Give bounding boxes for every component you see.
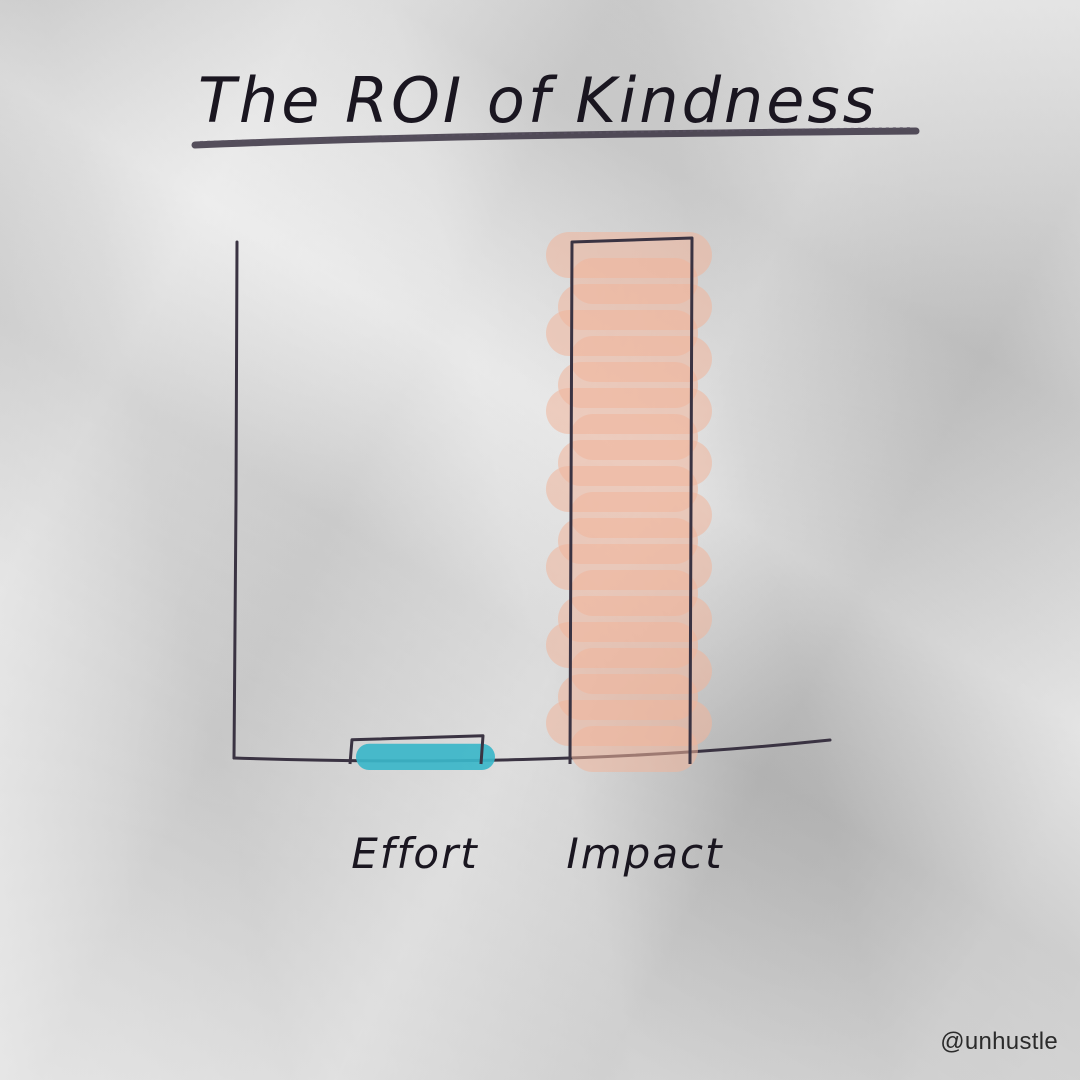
category-labels: Effort Impact <box>351 829 723 878</box>
title-underline <box>191 127 920 149</box>
bar-effort <box>348 734 485 765</box>
chart-title: The ROI of Kindness <box>198 64 878 137</box>
author-handle: @unhustle <box>940 1028 1058 1055</box>
bar-impact <box>568 236 694 765</box>
bars-group <box>348 232 712 772</box>
category-label-effort: Effort <box>351 829 479 878</box>
category-label-impact: Impact <box>566 829 723 878</box>
x-axis <box>232 738 832 763</box>
y-axis <box>232 240 239 760</box>
title-underline-texture <box>199 127 911 143</box>
bar-fill-impact <box>546 232 712 772</box>
bar-fill-effort <box>356 743 495 770</box>
